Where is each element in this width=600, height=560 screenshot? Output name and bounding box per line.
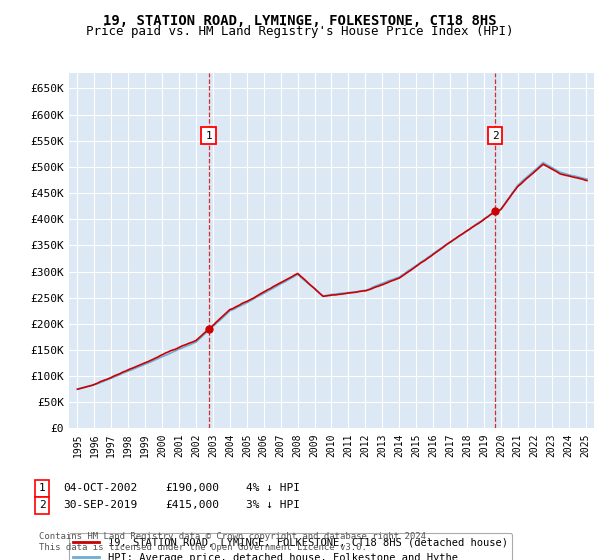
Text: 2: 2: [39, 500, 46, 510]
Text: 1: 1: [39, 483, 46, 493]
Text: 2: 2: [492, 130, 499, 141]
Text: 04-OCT-2002: 04-OCT-2002: [63, 483, 137, 493]
Text: Price paid vs. HM Land Registry's House Price Index (HPI): Price paid vs. HM Land Registry's House …: [86, 25, 514, 38]
Legend: 19, STATION ROAD, LYMINGE, FOLKESTONE, CT18 8HS (detached house), HPI: Average p: 19, STATION ROAD, LYMINGE, FOLKESTONE, C…: [69, 533, 512, 560]
Text: 19, STATION ROAD, LYMINGE, FOLKESTONE, CT18 8HS: 19, STATION ROAD, LYMINGE, FOLKESTONE, C…: [103, 14, 497, 28]
Text: 3% ↓ HPI: 3% ↓ HPI: [246, 500, 300, 510]
Text: 30-SEP-2019: 30-SEP-2019: [63, 500, 137, 510]
Text: Contains HM Land Registry data © Crown copyright and database right 2024.
This d: Contains HM Land Registry data © Crown c…: [39, 533, 431, 552]
Text: 4% ↓ HPI: 4% ↓ HPI: [246, 483, 300, 493]
Text: 1: 1: [205, 130, 212, 141]
Text: £415,000: £415,000: [165, 500, 219, 510]
Text: £190,000: £190,000: [165, 483, 219, 493]
